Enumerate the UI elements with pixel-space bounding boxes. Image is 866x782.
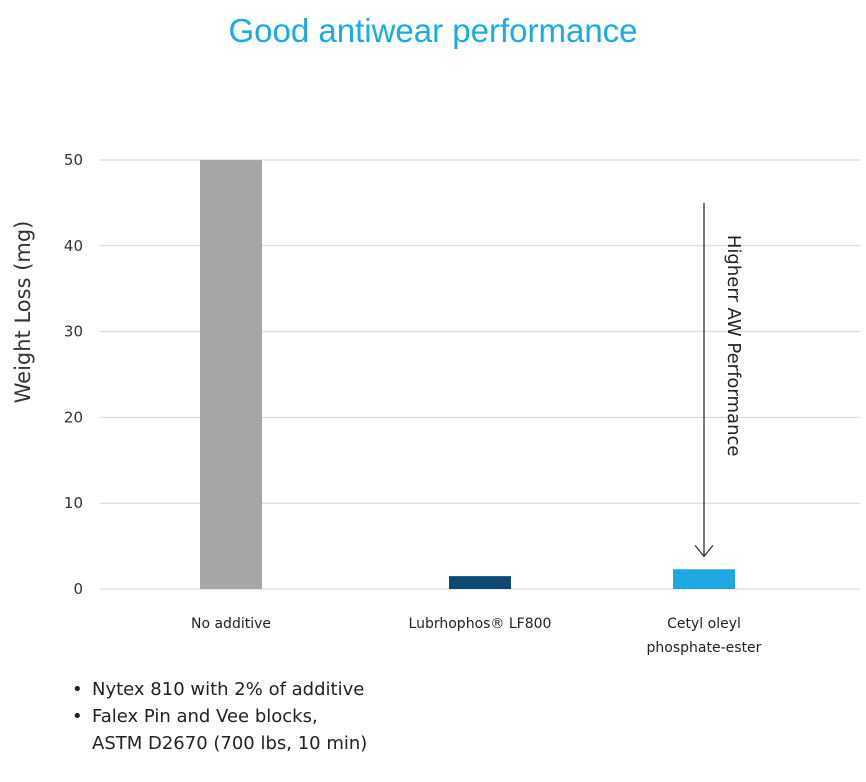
y-tick-labels: 0 10 20 30 40 50 bbox=[64, 151, 83, 598]
bar bbox=[200, 160, 262, 589]
y-tick-label: 10 bbox=[64, 494, 83, 512]
y-tick-label: 40 bbox=[64, 237, 83, 255]
category-label: No additive bbox=[191, 616, 271, 632]
notes-list: • Nytex 810 with 2% of additive • Falex … bbox=[72, 676, 367, 757]
category-label: phosphate-ester bbox=[647, 640, 762, 656]
y-tick-label: 0 bbox=[73, 580, 83, 598]
bar bbox=[449, 576, 511, 589]
chart-title: Good antiwear performance bbox=[228, 12, 638, 49]
annotation: Higherr AW Performance bbox=[694, 202, 744, 558]
bar-chart: 0 10 20 30 40 50 No additive Lubrhophos® LF800… bbox=[11, 151, 860, 656]
y-tick-label: 20 bbox=[64, 408, 83, 426]
bullet: • bbox=[72, 706, 83, 727]
y-tick-label: 30 bbox=[64, 323, 83, 341]
note-text: Falex Pin and Vee blocks, bbox=[92, 706, 318, 727]
category-label: Cetyl oleyl bbox=[667, 616, 741, 632]
category-label: Lubrhophos® LF800 bbox=[409, 616, 552, 632]
note-item: • Falex Pin and Vee blocks, ASTM D2670 (… bbox=[72, 703, 367, 757]
note-text: ASTM D2670 (700 lbs, 10 min) bbox=[92, 733, 368, 754]
note-item: • Nytex 810 with 2% of additive bbox=[72, 676, 367, 703]
bars bbox=[200, 160, 735, 589]
y-tick-label: 50 bbox=[64, 151, 83, 169]
annotation-arrow-head bbox=[694, 544, 714, 558]
bullet: • bbox=[72, 679, 83, 700]
bar bbox=[673, 569, 735, 589]
y-axis-label: Weight Loss (mg) bbox=[11, 221, 35, 404]
note-text: Nytex 810 with 2% of additive bbox=[92, 679, 365, 700]
annotation-label: Higherr AW Performance bbox=[723, 235, 744, 457]
category-labels: No additive Lubrhophos® LF800 Cetyl oleyl p… bbox=[191, 616, 762, 656]
